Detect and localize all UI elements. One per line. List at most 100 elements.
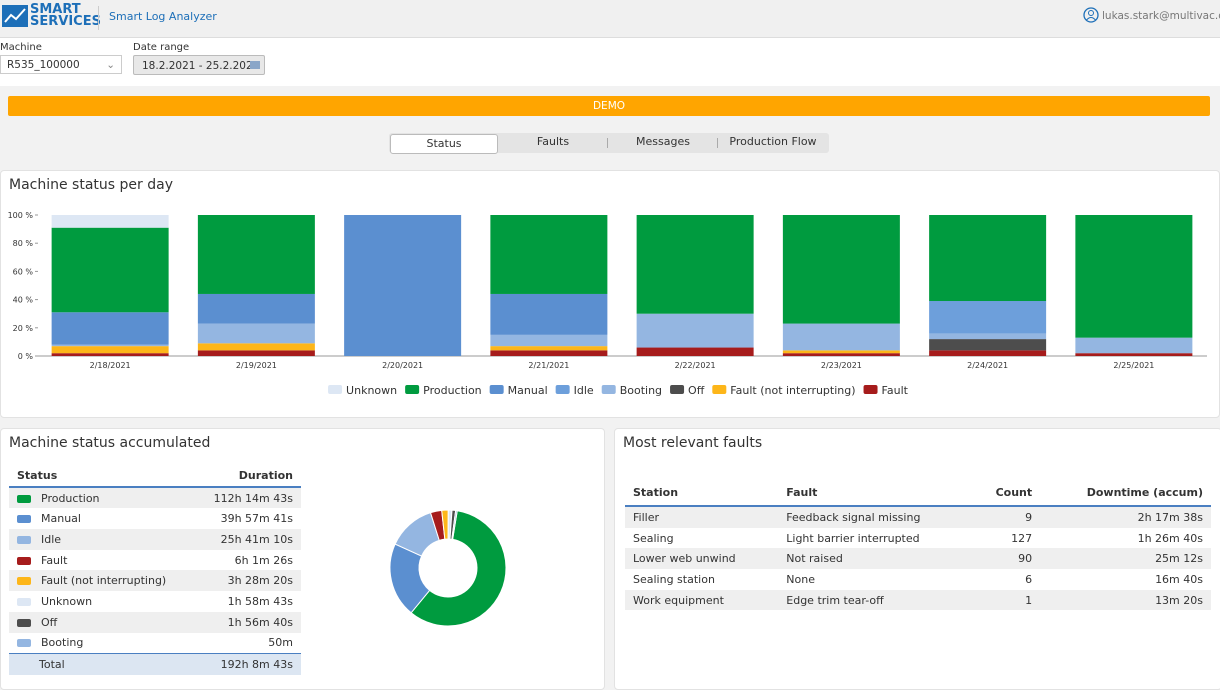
status-table: StatusDurationProduction112h 14m 43s Manu…: [9, 465, 301, 675]
machine-select[interactable]: R535_100000⌄: [0, 55, 122, 74]
color-swatch: [17, 515, 31, 523]
table-row: FillerFeedback signal missing92h 17m 38s: [625, 506, 1211, 528]
y-tick-label: 60 %: [13, 267, 34, 276]
column-header[interactable]: Downtime (accum): [1040, 479, 1211, 506]
bar-segment: [198, 324, 315, 344]
duration-cell: 39h 57m 41s: [194, 508, 301, 529]
status-cell: Production: [9, 487, 194, 509]
status-cell: Manual: [9, 508, 194, 529]
table-row: SealingLight barrier interrupted1271h 26…: [625, 528, 1211, 549]
header-row: StatusDuration: [9, 465, 301, 487]
bar-segment: [490, 335, 607, 346]
app-name[interactable]: Smart Log Analyzer: [109, 10, 217, 23]
status-name: Idle: [41, 533, 61, 546]
duration-cell: 25h 41m 10s: [194, 529, 301, 550]
tab[interactable]: Faults: [500, 133, 606, 151]
table-row: Lower web unwindNot raised9025m 12s: [625, 548, 1211, 569]
bar-segment: [1075, 215, 1192, 338]
duration-cell: 112h 14m 43s: [194, 487, 301, 509]
legend-swatch: [864, 385, 878, 394]
x-tick-label: 2/20/2021: [382, 361, 423, 370]
color-swatch: [17, 619, 31, 627]
status-name: Fault: [41, 554, 67, 567]
color-swatch: [17, 639, 31, 647]
fault-cell: 2h 17m 38s: [1040, 506, 1211, 528]
divider: [98, 6, 99, 30]
fault-cell: 16m 40s: [1040, 569, 1211, 590]
legend-swatch: [328, 385, 342, 394]
column-header[interactable]: Count: [972, 479, 1040, 506]
duration-cell: 50m: [194, 633, 301, 654]
legend-swatch: [405, 385, 419, 394]
date-picker[interactable]: 18.2.2021 - 25.2.2021: [133, 55, 265, 75]
fault-cell: 127: [972, 528, 1040, 549]
status-name: Booting: [41, 636, 83, 649]
status-panel: Machine status per day 0 %20 %40 %60 %80…: [0, 170, 1220, 418]
table-row: Fault 6h 1m 26s: [9, 550, 301, 571]
duration-cell: 3h 28m 20s: [194, 570, 301, 591]
total-cell: 192h 8m 43s: [194, 654, 301, 675]
fault-cell: Light barrier interrupted: [778, 528, 972, 549]
table-row: Off1h 56m 40s: [9, 612, 301, 633]
fault-cell: 25m 12s: [1040, 548, 1211, 569]
duration-cell: 6h 1m 26s: [194, 550, 301, 571]
fault-cell: 1: [972, 590, 1040, 611]
tab-bar: StatusFaultsMessagesProduction Flow: [389, 133, 829, 153]
panel-title: Machine status accumulated: [9, 435, 210, 451]
legend-swatch: [712, 385, 726, 394]
tab-separator: [717, 138, 718, 148]
panel-title: Most relevant faults: [623, 435, 762, 451]
x-tick-label: 2/22/2021: [675, 361, 716, 370]
fault-cell: Sealing station: [625, 569, 778, 590]
fault-cell: 13m 20s: [1040, 590, 1211, 611]
bar-segment: [637, 215, 754, 314]
x-tick-label: 2/19/2021: [236, 361, 277, 370]
bar-segment: [929, 301, 1046, 333]
demo-banner: DEMO: [8, 96, 1210, 116]
fault-cell: None: [778, 569, 972, 590]
bar-chart: 0 %20 %40 %60 %80 %100 %2/18/20212/19/20…: [1, 171, 1219, 417]
duration-cell: 1h 56m 40s: [194, 612, 301, 633]
bar-segment: [929, 339, 1046, 350]
legend-label: Idle: [574, 384, 594, 397]
donut-chart: [341, 489, 561, 649]
status-cell: Fault: [9, 550, 194, 571]
tab[interactable]: Production Flow: [720, 133, 826, 151]
faults-panel: Most relevant faults StationFaultCountDo…: [614, 428, 1220, 690]
legend-swatch: [602, 385, 616, 394]
bar-segment: [783, 215, 900, 324]
faults-table: StationFaultCountDowntime (accum)FillerF…: [625, 479, 1211, 610]
fault-cell: 6: [972, 569, 1040, 590]
bar-segment: [52, 228, 169, 313]
user-name[interactable]: lukas.stark@multivac.de: [1102, 10, 1220, 22]
bar-segment: [783, 324, 900, 351]
filter-label: Machine: [0, 42, 42, 53]
fault-cell: 90: [972, 548, 1040, 569]
brand: SMARTSERVICES: [30, 4, 101, 28]
status-name: Manual: [41, 512, 81, 525]
legend-swatch: [670, 385, 684, 394]
y-tick-label: 0 %: [18, 352, 34, 361]
legend-label: Manual: [508, 384, 548, 397]
filter-label: Date range: [133, 42, 189, 53]
x-tick-label: 2/25/2021: [1113, 361, 1154, 370]
status-cell: Idle: [9, 529, 194, 550]
fault-cell: Not raised: [778, 548, 972, 569]
tab[interactable]: Status: [390, 134, 498, 154]
color-swatch: [17, 577, 31, 585]
table-row: Production112h 14m 43s: [9, 487, 301, 509]
bar-segment: [1075, 353, 1192, 356]
bar-segment: [783, 353, 900, 356]
table-row: Work equipmentEdge trim tear-off113m 20s: [625, 590, 1211, 611]
bar-segment: [929, 333, 1046, 339]
table-row: Unknown1h 58m 43s: [9, 591, 301, 612]
accumulated-panel: Machine status accumulated StatusDuratio…: [0, 428, 605, 690]
status-cell: Unknown: [9, 591, 194, 612]
status-cell: Off: [9, 612, 194, 633]
calendar-icon: [250, 61, 260, 69]
column-header: Status: [9, 465, 194, 487]
bar-segment: [52, 215, 169, 228]
total-row: Total192h 8m 43s: [9, 654, 301, 675]
tab[interactable]: Messages: [610, 133, 716, 151]
